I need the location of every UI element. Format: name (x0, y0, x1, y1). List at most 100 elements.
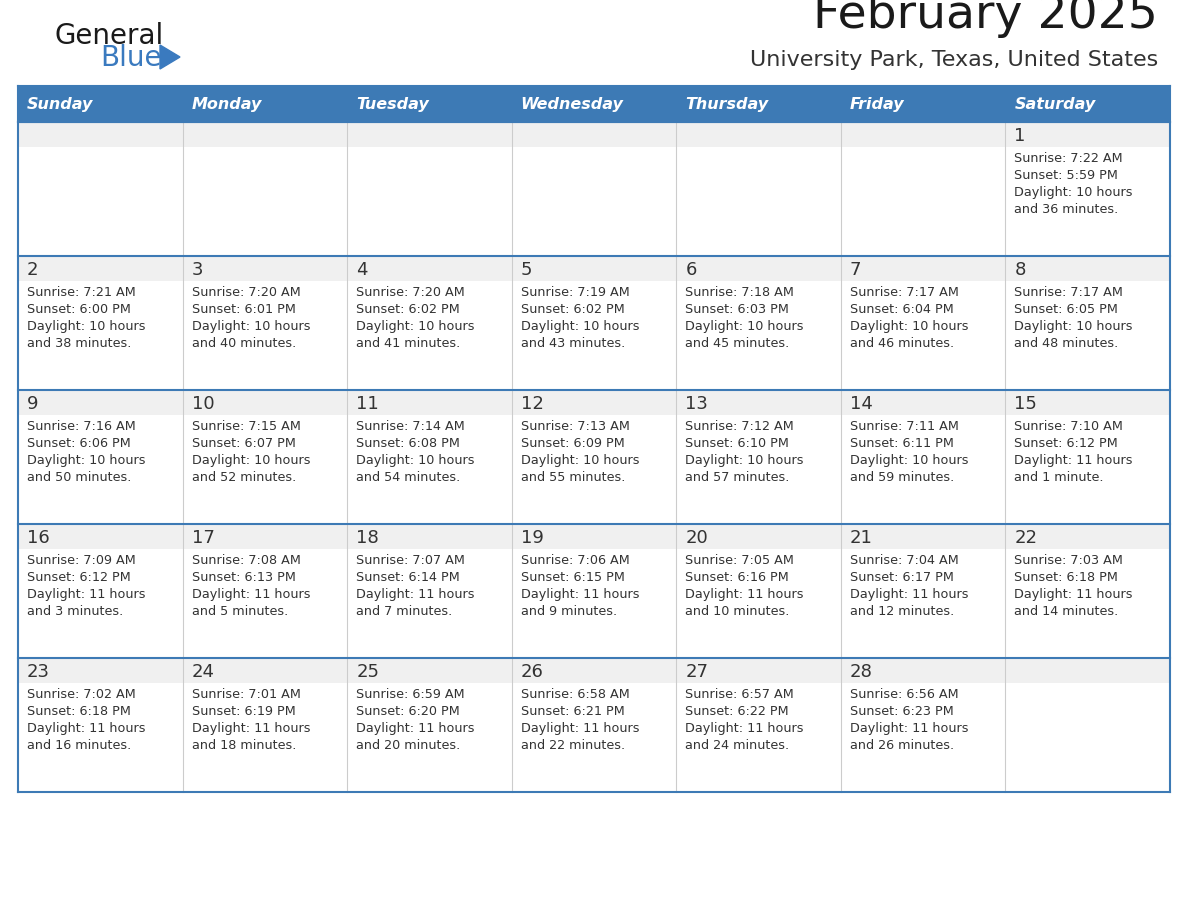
Bar (183, 415, 347, 524)
Text: Sunset: 6:08 PM: Sunset: 6:08 PM (356, 437, 460, 450)
Bar (347, 86, 512, 122)
Text: Daylight: 10 hours: Daylight: 10 hours (685, 454, 804, 467)
Bar (1005, 147, 1170, 256)
Bar (512, 549, 676, 658)
Text: 22: 22 (1015, 529, 1037, 547)
Bar (18, 658, 183, 683)
Bar (183, 549, 347, 658)
Polygon shape (160, 45, 181, 69)
Text: Sunset: 6:12 PM: Sunset: 6:12 PM (1015, 437, 1118, 450)
Bar (841, 524, 1005, 549)
Text: and 26 minutes.: and 26 minutes. (849, 739, 954, 752)
Text: Monday: Monday (191, 96, 261, 111)
Text: and 46 minutes.: and 46 minutes. (849, 337, 954, 350)
Bar (512, 390, 676, 415)
Text: Daylight: 10 hours: Daylight: 10 hours (191, 454, 310, 467)
Bar (347, 147, 512, 256)
Bar (1005, 281, 1170, 390)
Text: Daylight: 11 hours: Daylight: 11 hours (191, 722, 310, 735)
Bar (512, 524, 676, 549)
Text: Sunrise: 7:03 AM: Sunrise: 7:03 AM (1015, 554, 1124, 567)
Text: and 36 minutes.: and 36 minutes. (1015, 203, 1119, 216)
Bar (841, 281, 1005, 390)
Bar (512, 122, 676, 147)
Bar (347, 549, 512, 658)
Text: 26: 26 (520, 663, 544, 681)
Text: 4: 4 (356, 261, 367, 279)
Text: and 5 minutes.: and 5 minutes. (191, 605, 287, 618)
Text: Sunset: 6:18 PM: Sunset: 6:18 PM (27, 705, 131, 718)
Text: and 41 minutes.: and 41 minutes. (356, 337, 461, 350)
Text: 23: 23 (27, 663, 50, 681)
Text: Daylight: 10 hours: Daylight: 10 hours (520, 320, 639, 333)
Bar (18, 256, 183, 281)
Text: 25: 25 (356, 663, 379, 681)
Bar (676, 256, 841, 281)
Bar (841, 256, 1005, 281)
Text: Sunrise: 6:56 AM: Sunrise: 6:56 AM (849, 688, 959, 701)
Bar (183, 256, 347, 281)
Text: 2: 2 (27, 261, 38, 279)
Text: Saturday: Saturday (1015, 96, 1095, 111)
Text: 7: 7 (849, 261, 861, 279)
Text: Daylight: 11 hours: Daylight: 11 hours (520, 588, 639, 601)
Text: and 48 minutes.: and 48 minutes. (1015, 337, 1119, 350)
Text: Sunrise: 7:18 AM: Sunrise: 7:18 AM (685, 286, 794, 299)
Text: Sunrise: 7:19 AM: Sunrise: 7:19 AM (520, 286, 630, 299)
Text: and 24 minutes.: and 24 minutes. (685, 739, 789, 752)
Text: Sunset: 6:06 PM: Sunset: 6:06 PM (27, 437, 131, 450)
Text: Tuesday: Tuesday (356, 96, 429, 111)
Text: and 18 minutes.: and 18 minutes. (191, 739, 296, 752)
Text: Sunset: 6:12 PM: Sunset: 6:12 PM (27, 571, 131, 584)
Text: Sunrise: 7:17 AM: Sunrise: 7:17 AM (849, 286, 959, 299)
Text: February 2025: February 2025 (813, 0, 1158, 38)
Text: 11: 11 (356, 395, 379, 413)
Text: Sunrise: 7:04 AM: Sunrise: 7:04 AM (849, 554, 959, 567)
Text: Daylight: 10 hours: Daylight: 10 hours (849, 454, 968, 467)
Text: Sunset: 6:23 PM: Sunset: 6:23 PM (849, 705, 954, 718)
Text: Daylight: 10 hours: Daylight: 10 hours (356, 454, 475, 467)
Text: Sunrise: 6:59 AM: Sunrise: 6:59 AM (356, 688, 465, 701)
Text: Sunset: 6:01 PM: Sunset: 6:01 PM (191, 303, 296, 316)
Text: Sunset: 6:02 PM: Sunset: 6:02 PM (520, 303, 625, 316)
Text: Sunrise: 7:09 AM: Sunrise: 7:09 AM (27, 554, 135, 567)
Bar (1005, 658, 1170, 683)
Text: and 14 minutes.: and 14 minutes. (1015, 605, 1119, 618)
Text: Daylight: 11 hours: Daylight: 11 hours (520, 722, 639, 735)
Text: Daylight: 11 hours: Daylight: 11 hours (685, 588, 804, 601)
Text: and 10 minutes.: and 10 minutes. (685, 605, 790, 618)
Bar (18, 147, 183, 256)
Bar (676, 122, 841, 147)
Text: and 16 minutes.: and 16 minutes. (27, 739, 131, 752)
Text: and 43 minutes.: and 43 minutes. (520, 337, 625, 350)
Text: Sunset: 6:17 PM: Sunset: 6:17 PM (849, 571, 954, 584)
Text: and 57 minutes.: and 57 minutes. (685, 471, 790, 484)
Text: Daylight: 10 hours: Daylight: 10 hours (849, 320, 968, 333)
Text: Sunset: 6:20 PM: Sunset: 6:20 PM (356, 705, 460, 718)
Bar (841, 390, 1005, 415)
Bar (1005, 86, 1170, 122)
Text: University Park, Texas, United States: University Park, Texas, United States (750, 50, 1158, 70)
Text: Thursday: Thursday (685, 96, 769, 111)
Text: Sunset: 6:00 PM: Sunset: 6:00 PM (27, 303, 131, 316)
Bar (18, 549, 183, 658)
Bar (676, 86, 841, 122)
Bar (1005, 683, 1170, 792)
Bar (18, 415, 183, 524)
Bar (183, 86, 347, 122)
Text: Blue: Blue (100, 44, 162, 72)
Text: and 45 minutes.: and 45 minutes. (685, 337, 790, 350)
Text: Sunrise: 7:17 AM: Sunrise: 7:17 AM (1015, 286, 1124, 299)
Bar (512, 658, 676, 683)
Text: Sunrise: 7:13 AM: Sunrise: 7:13 AM (520, 420, 630, 433)
Text: Sunrise: 7:11 AM: Sunrise: 7:11 AM (849, 420, 959, 433)
Bar (18, 86, 183, 122)
Text: Daylight: 11 hours: Daylight: 11 hours (27, 722, 145, 735)
Bar (18, 683, 183, 792)
Text: Sunset: 6:05 PM: Sunset: 6:05 PM (1015, 303, 1118, 316)
Bar (183, 524, 347, 549)
Text: 19: 19 (520, 529, 544, 547)
Text: Daylight: 11 hours: Daylight: 11 hours (1015, 454, 1133, 467)
Text: Sunset: 6:21 PM: Sunset: 6:21 PM (520, 705, 625, 718)
Text: and 40 minutes.: and 40 minutes. (191, 337, 296, 350)
